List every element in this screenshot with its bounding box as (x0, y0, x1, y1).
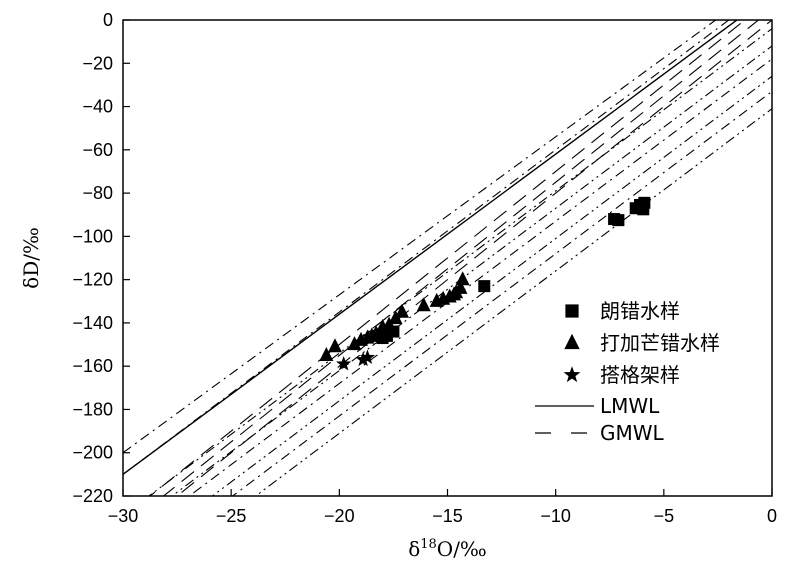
x-tick-label: −5 (654, 506, 675, 526)
legend-label: LMWL (600, 394, 660, 418)
star-point-3 (359, 349, 376, 364)
y-tick-label: −120 (72, 270, 113, 290)
x-tick-label: 0 (767, 506, 777, 526)
x-axis-label: δ18O/‰ (408, 537, 487, 561)
reference-line-3 (162, 20, 760, 496)
triangle-point-19 (446, 286, 461, 301)
x-tick-label: −30 (108, 506, 139, 526)
triangle-point-11 (395, 303, 410, 318)
reference-line-9 (231, 90, 772, 496)
reference-line-5 (148, 28, 772, 496)
reference-lines (123, 20, 772, 496)
x-tick-label: −25 (216, 506, 247, 526)
legend-square-marker (565, 304, 579, 318)
triangle-point-17 (453, 279, 468, 294)
reference-line-4 (176, 20, 772, 496)
y-tick-label: −160 (72, 356, 113, 376)
triangle-point-12 (416, 297, 431, 312)
triangle-point-1 (319, 346, 334, 361)
y-tick-label: −140 (72, 313, 113, 333)
x-tick-label: −20 (324, 506, 355, 526)
x-tick-label: −10 (540, 506, 571, 526)
x-axis-ticks: −30 −25 −20 −15 −10 −5 0 (108, 489, 777, 526)
triangle-point-2 (328, 338, 343, 353)
legend-label: 朗错水样 (600, 299, 680, 323)
square-point-8 (478, 280, 491, 293)
lmwl-line (123, 20, 739, 475)
triangle-point-3 (347, 336, 362, 351)
y-tick-label: −20 (82, 53, 113, 73)
y-tick-label: −80 (82, 183, 113, 203)
y-tick-label: −100 (72, 226, 113, 246)
reference-line-2 (123, 20, 717, 454)
y-tick-label: −200 (72, 443, 113, 463)
y-tick-label: −40 (82, 97, 113, 117)
square-point-2 (612, 214, 625, 227)
y-tick-label: −180 (72, 399, 113, 419)
y-tick-label: −220 (72, 486, 113, 506)
data-points (319, 196, 651, 371)
legend-label: GMWL (600, 421, 665, 445)
reference-line-8 (211, 75, 772, 496)
legend-star-marker (563, 366, 581, 383)
y-tick-label: −60 (82, 140, 113, 160)
reference-line-6 (171, 45, 772, 496)
reference-line-10 (254, 108, 772, 496)
legend-triangle-marker (564, 333, 580, 350)
gmwl-line (149, 20, 746, 496)
square-point-7 (636, 200, 649, 213)
triangle-point-18 (455, 271, 470, 286)
y-tick-label: 0 (103, 10, 113, 30)
star-point-2 (355, 351, 371, 367)
y-axis-label: δD/‰ (19, 227, 43, 289)
star-point-1 (336, 356, 352, 371)
reference-line-1 (123, 20, 730, 475)
legend-label: 搭格架样 (600, 363, 680, 387)
y-axis-ticks: 0 −20 −40 −60 −80 −100 −120 −140 −160 −180 −200 −22… (72, 10, 130, 506)
x-tick-label: −15 (432, 506, 463, 526)
legend-label: 打加芒错水样 (600, 331, 720, 355)
